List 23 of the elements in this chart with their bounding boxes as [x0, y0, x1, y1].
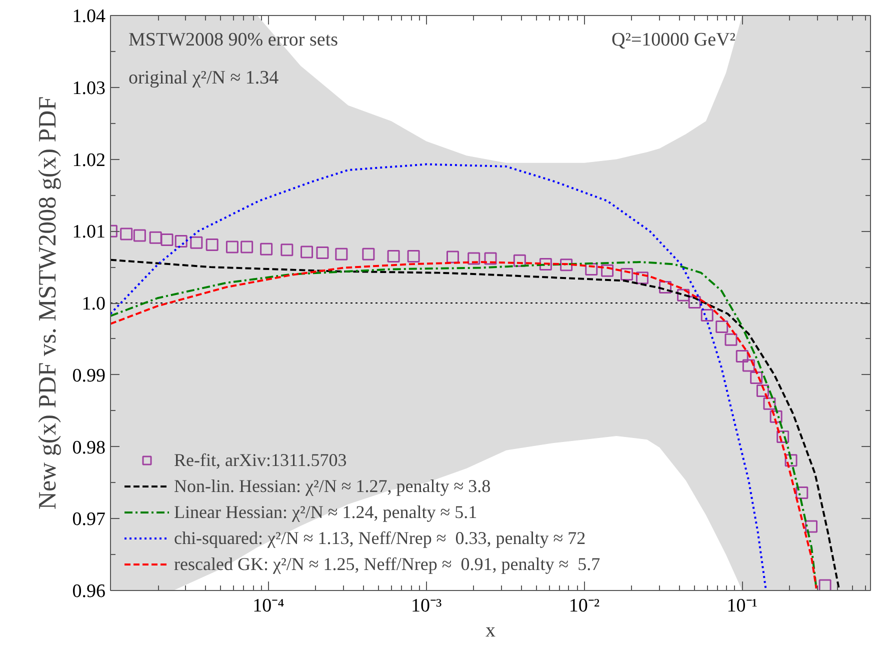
annotation: Q²=10000 GeV²	[612, 30, 736, 50]
legend-label: rescaled GK: χ²/N ≈ 1.25, Neff/Nrep ≈ 0.91, penalty ≈ 5.7	[174, 552, 600, 576]
x-tick-label: 10⁻⁴	[252, 596, 285, 616]
y-axis-title: New g(x) PDF vs. MSTW2008 g(x) PDF	[34, 96, 62, 510]
x-axis-title: x	[486, 620, 496, 642]
legend-label: Re-fit, arXiv:1311.5703	[174, 448, 347, 472]
legend-label: chi-squared: χ²/N ≈ 1.13, Neff/Nrep ≈ 0.33, penalty ≈ 72	[174, 526, 586, 550]
x-tick-label: 10⁻¹	[726, 596, 758, 616]
y-tick-label: 0.99	[72, 365, 106, 386]
y-tick-label: 1.02	[72, 150, 106, 171]
y-tick-label: 1.04	[72, 6, 106, 27]
y-tick-label: 1.0	[82, 294, 106, 314]
y-tick-label: 0.97	[72, 509, 106, 530]
y-tick-label: 1.03	[72, 78, 106, 99]
y-tick-label: 0.98	[72, 437, 106, 458]
y-tick-label: 0.96	[72, 581, 106, 602]
legend-label: Non-lin. Hessian: χ²/N ≈ 1.27, penalty ≈ 3.8	[174, 474, 491, 498]
annotation: original χ²/N ≈ 1.34	[128, 68, 280, 88]
x-tick-label: 10⁻²	[568, 596, 600, 616]
legend-label: Linear Hessian: χ²/N ≈ 1.24, penalty ≈ 5.1	[174, 500, 478, 524]
y-tick-label: 1.01	[72, 222, 106, 243]
annotation: MSTW2008 90% error sets	[128, 30, 338, 50]
x-tick-label: 10⁻³	[410, 596, 442, 616]
